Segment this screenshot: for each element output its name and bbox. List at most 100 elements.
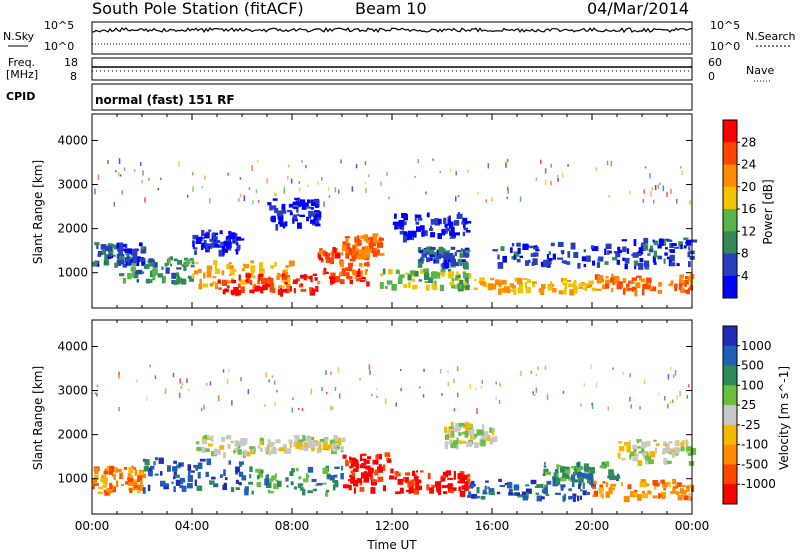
heat-cell (352, 472, 356, 478)
heat-cell (690, 448, 696, 455)
heat-cell (566, 280, 572, 283)
heat-cell (287, 209, 292, 213)
heat-speckle (643, 189, 645, 194)
heat-cell (197, 462, 203, 469)
heat-cell (237, 444, 241, 449)
heat-cell (435, 218, 438, 225)
heat-cell (489, 491, 495, 495)
heat-cell (92, 483, 99, 486)
heat-speckle (506, 186, 509, 191)
heat-cell (377, 476, 384, 482)
heat-speckle (325, 370, 327, 375)
heat-speckle (540, 159, 542, 164)
heat-cell (592, 486, 597, 489)
heat-cell (222, 484, 227, 491)
heat-speckle (256, 159, 259, 164)
heat-cell (180, 278, 187, 285)
heat-cell (623, 287, 630, 292)
heat-cell (209, 238, 214, 242)
heat-cell (388, 269, 393, 275)
heat-cell (229, 273, 232, 276)
heat-cell (394, 213, 397, 219)
heat-cell (322, 250, 326, 257)
heat-cell (347, 276, 353, 280)
heat-cell (259, 447, 264, 452)
heat-speckle (227, 172, 229, 176)
heat-cell (663, 441, 667, 445)
heat-cell (412, 470, 416, 476)
heat-cell (608, 469, 614, 476)
heat-cell (341, 252, 344, 256)
heat-cell (418, 259, 424, 264)
heat-cell (207, 435, 210, 438)
heat-cell (353, 479, 359, 487)
heat-cell (139, 471, 144, 475)
heat-cell (97, 251, 103, 256)
heat-cell (438, 490, 442, 495)
heat-cell (658, 493, 661, 499)
heat-cell (533, 252, 539, 257)
heat-speckle (590, 364, 592, 369)
heat-cell (226, 285, 230, 288)
heat-cell (219, 445, 225, 450)
heat-cell (430, 232, 436, 238)
heat-speckle (681, 170, 683, 176)
heat-speckle (491, 197, 493, 202)
heat-cell (342, 241, 347, 248)
heat-speckle (419, 386, 421, 389)
heat-cell (374, 248, 379, 251)
heat-cell (540, 288, 545, 295)
heat-cell (453, 440, 459, 443)
heat-speckle (487, 163, 490, 169)
heat-cell (206, 265, 213, 271)
heat-speckle (157, 188, 159, 191)
heat-cell (543, 259, 549, 267)
heat-cell (459, 213, 463, 219)
heat-cell (133, 467, 136, 470)
heat-speckle (271, 375, 274, 378)
heat-cell (388, 458, 392, 463)
heat-cell (415, 481, 420, 488)
heat-speckle (186, 378, 188, 384)
heat-speckle (96, 392, 98, 397)
heat-cell (322, 482, 327, 485)
heat-cell (183, 264, 187, 271)
heat-cell (678, 283, 683, 291)
heat-speckle (371, 393, 373, 397)
heat-cell (462, 272, 469, 279)
heat-cell (571, 465, 576, 469)
heat-cell (494, 279, 501, 286)
heat-speckle (455, 196, 457, 202)
heat-cell (364, 269, 368, 275)
heat-cell (359, 262, 363, 267)
heat-cell (680, 441, 684, 447)
heat-speckle (142, 170, 144, 176)
heat-speckle (123, 167, 126, 171)
heat-cell (140, 480, 143, 487)
heat-cell (661, 494, 666, 500)
heat-cell (312, 488, 317, 492)
heat-cell (679, 274, 685, 279)
heat-cell (592, 260, 596, 266)
heat-cell (614, 475, 621, 479)
heat-cell (657, 255, 663, 260)
heat-cell (482, 491, 488, 495)
heat-cell (300, 288, 307, 292)
heat-cell (375, 454, 379, 460)
heat-cell (621, 457, 626, 461)
heat-cell (485, 480, 489, 483)
heat-speckle (191, 172, 194, 176)
heat-speckle (287, 175, 289, 180)
heat-cell (508, 492, 513, 496)
heat-cell (602, 481, 606, 484)
heat-speckle (97, 174, 100, 181)
heat-cell (235, 479, 239, 484)
heat-cell (524, 492, 529, 499)
heat-speckle (255, 189, 258, 194)
heat-cell (437, 233, 442, 239)
heat-cell (164, 262, 168, 267)
heat-speckle (149, 364, 151, 368)
heat-cell (479, 429, 484, 436)
heat-cell (231, 269, 237, 273)
heat-speckle (305, 164, 307, 169)
